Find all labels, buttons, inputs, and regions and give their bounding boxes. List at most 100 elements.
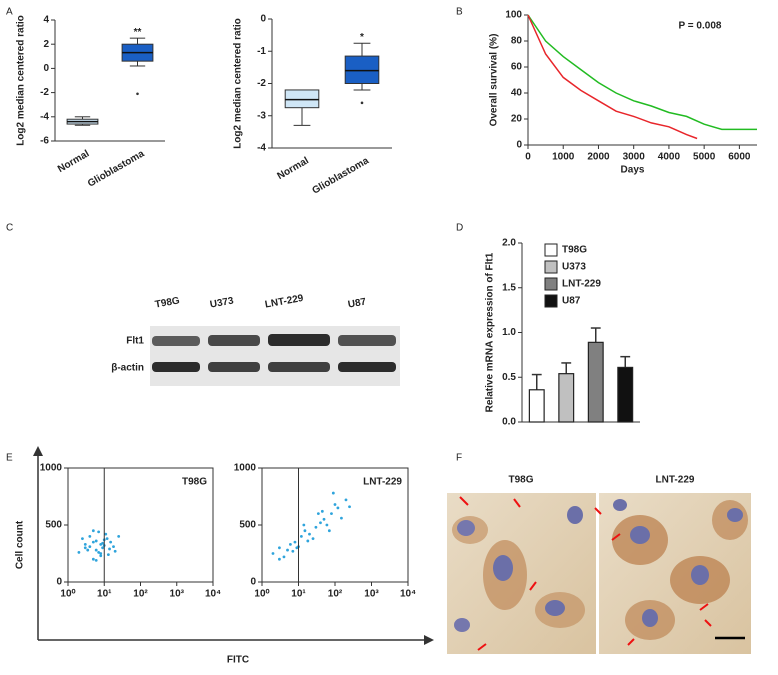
point xyxy=(331,491,335,495)
y-tick-label: 80 xyxy=(511,36,523,47)
point xyxy=(91,540,95,544)
point xyxy=(112,545,115,549)
point xyxy=(319,521,322,525)
y-tick-label: 1.5 xyxy=(502,282,516,293)
y-tick-label: 0 xyxy=(56,577,62,588)
point xyxy=(99,554,103,558)
x-tick-label: 10³ xyxy=(364,589,379,600)
point xyxy=(325,523,329,527)
y-tick-label: -4 xyxy=(40,111,49,122)
y-axis-label: Log2 median centered ratio xyxy=(16,15,27,146)
x-tick-label: 10¹ xyxy=(97,589,112,600)
micrograph-label: T98G xyxy=(508,475,533,486)
legend-label: U373 xyxy=(562,262,586,273)
x-axis-label: Days xyxy=(621,165,645,176)
x-tick-label: 10³ xyxy=(170,589,185,600)
point xyxy=(320,509,324,513)
point xyxy=(106,553,110,557)
point xyxy=(91,529,95,533)
point xyxy=(316,512,320,515)
y-tick-label: 1000 xyxy=(234,463,257,474)
point xyxy=(117,535,121,538)
y-tick-label: 0 xyxy=(250,577,256,588)
point xyxy=(83,546,87,550)
point xyxy=(299,535,303,538)
outlier xyxy=(360,101,364,105)
row-label: β-actin xyxy=(111,363,144,374)
point xyxy=(94,558,98,562)
x-tick-label: 4000 xyxy=(658,152,681,163)
x-tick-label: Normal xyxy=(275,155,311,182)
point xyxy=(88,535,92,538)
point xyxy=(314,525,318,529)
point xyxy=(94,548,98,552)
x-tick-label: Glioblastoma xyxy=(86,148,147,189)
x-axis-label: FITC xyxy=(227,655,249,666)
point xyxy=(306,539,310,543)
significance: ** xyxy=(134,27,142,38)
bar xyxy=(617,366,634,423)
plot-title: T98G xyxy=(182,477,207,488)
y-axis-label: Relative mRNA expression of Flt1 xyxy=(485,252,496,412)
x-tick-label: 0 xyxy=(525,152,531,163)
point xyxy=(330,512,333,515)
y-tick-label: 2.0 xyxy=(502,238,516,249)
point xyxy=(282,555,286,559)
y-tick-label: 60 xyxy=(511,62,523,73)
blot-bands xyxy=(152,334,396,372)
outlier xyxy=(136,92,139,96)
panel-letter: E xyxy=(6,453,13,464)
y-tick-label: -2 xyxy=(257,78,266,89)
point xyxy=(105,537,109,541)
x-tick-label: 10¹ xyxy=(291,589,306,600)
point xyxy=(101,546,104,550)
point xyxy=(94,539,98,543)
x-tick-label: 10² xyxy=(328,589,343,600)
point xyxy=(302,523,306,527)
x-tick-label: 10² xyxy=(133,589,148,600)
micrograph xyxy=(594,493,751,654)
point xyxy=(97,550,101,554)
y-tick-label: -3 xyxy=(257,110,266,121)
point xyxy=(86,548,90,552)
y-tick-label: 0 xyxy=(43,63,49,74)
point xyxy=(97,530,101,534)
point xyxy=(113,549,117,553)
point xyxy=(99,542,103,546)
x-tick-label: 1000 xyxy=(552,152,575,163)
x-tick-label: 3000 xyxy=(623,152,646,163)
survival-curve xyxy=(527,14,757,131)
y-tick-label: 500 xyxy=(45,520,62,531)
y-tick-label: 500 xyxy=(239,520,256,531)
x-tick-label: 5000 xyxy=(693,152,716,163)
box xyxy=(344,55,380,85)
point xyxy=(91,557,95,561)
survival-curve xyxy=(527,14,698,140)
y-axis-label: Cell count xyxy=(15,520,26,569)
point xyxy=(289,542,292,546)
y-axis-label: Log2 median centered ratio xyxy=(233,18,244,149)
x-tick-label: 10⁴ xyxy=(205,589,221,600)
annotation: P = 0.008 xyxy=(679,21,722,32)
legend-swatch xyxy=(544,294,558,308)
x-tick-label: 10⁰ xyxy=(254,589,269,600)
panel-letter: C xyxy=(6,223,13,234)
point xyxy=(81,537,84,541)
point xyxy=(99,552,103,555)
lane-label: LNT-229 xyxy=(264,293,305,311)
point xyxy=(104,532,108,536)
legend-swatch xyxy=(544,277,558,291)
panel-letter: B xyxy=(456,7,463,18)
y-tick-label: 2 xyxy=(43,39,49,50)
y-tick-label: -4 xyxy=(257,143,266,154)
significance: * xyxy=(360,32,364,43)
point xyxy=(322,517,326,521)
legend-swatch xyxy=(544,243,558,257)
bar xyxy=(528,389,545,423)
y-tick-label: -1 xyxy=(257,46,266,57)
point xyxy=(109,540,113,544)
panel-letter: A xyxy=(6,7,13,18)
x-tick-label: 10⁴ xyxy=(400,589,416,600)
point xyxy=(108,547,111,551)
y-axis-label: Overall survival (%) xyxy=(489,34,500,127)
